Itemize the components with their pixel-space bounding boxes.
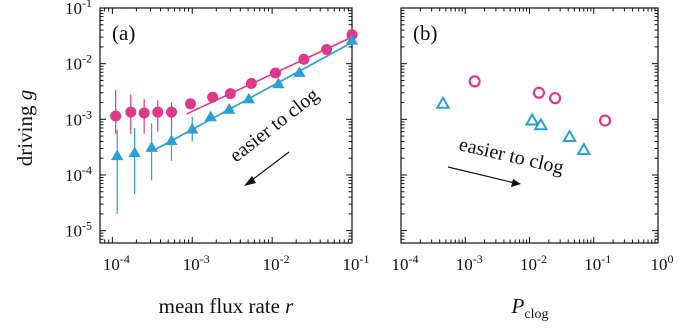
panel-b-frame [400, 7, 659, 244]
panel-a-y-tick-label: 10-4 [65, 163, 92, 185]
data-point-circle [298, 53, 310, 65]
data-point-triangle [145, 141, 158, 152]
data-point-triangle [128, 146, 141, 158]
panel-a: (a) 10-4 10-3 10-2 10-1 10-5 10-4 10-3 10-2 10-1… [65, 0, 370, 318]
panel-b-x-tick-label: 100 [651, 252, 674, 274]
data-point-circle [321, 43, 333, 55]
data-point-triangle [165, 134, 178, 146]
data-point-triangle [345, 34, 359, 45]
data-point-open-triangle [533, 117, 549, 131]
panel-b-x-tick-label: 10-2 [520, 252, 547, 274]
panel-a-arrow [247, 151, 290, 184]
data-point-open-triangle [576, 142, 592, 155]
data-point-circle [184, 98, 196, 110]
panel-b-annotation-text: easier to clog [457, 133, 566, 178]
data-point-circle [245, 78, 257, 90]
data-point-triangle [242, 92, 255, 104]
data-point-open-triangle [435, 95, 451, 109]
panel-a-x-axis-title: mean flux rate r [159, 294, 295, 318]
data-point-circle [125, 106, 137, 118]
panel-a-x-tick-label: 10-3 [183, 252, 210, 274]
panel-b-x-axis-title: Pclog [511, 294, 549, 322]
data-point-triangle [111, 149, 124, 161]
data-point-circle [207, 91, 219, 103]
panel-a-y-tick-label: 10-2 [65, 52, 92, 74]
panel-a-annotation: easier to clog [226, 84, 324, 186]
data-point-triangle [272, 77, 285, 89]
panel-a-x-tick-label: 10-2 [263, 252, 290, 274]
data-point-open-circle [532, 86, 545, 99]
panel-b-arrow [447, 166, 516, 184]
data-point-open-triangle [562, 129, 577, 142]
data-point-triangle [223, 103, 236, 114]
panel-b-x-tick-label: 10-3 [456, 252, 483, 274]
data-point-triangle [204, 110, 217, 122]
data-point-circle [166, 106, 178, 118]
data-point-circle [110, 110, 122, 122]
data-point-open-circle [468, 75, 481, 88]
data-point-circle [138, 107, 150, 119]
panel-b-arrowhead [511, 179, 521, 187]
panel-a-annotation-text: easier to clog [226, 84, 324, 167]
data-point-open-circle [548, 92, 562, 105]
data-point-circle [269, 67, 281, 79]
panel-a-x-tick-label: 10-4 [103, 252, 130, 274]
panel-a-arrowhead [244, 176, 256, 186]
panel-b-label: (b) [413, 21, 438, 45]
data-point-circle [152, 106, 164, 118]
panel-a-x-tick-label: 10-1 [343, 252, 370, 274]
panel-a-frame [99, 7, 353, 244]
panel-a-label: (a) [112, 21, 135, 45]
panel-b: (b) 10-4 10-3 10-2 10-1 100 easier to clog P… [392, 7, 674, 322]
panel-b-annotation: easier to clog [447, 133, 566, 187]
panel-b-x-tick-label: 10-1 [584, 252, 611, 274]
panel-a-y-tick-label: 10-3 [65, 107, 92, 129]
data-point-open-circle [598, 114, 612, 127]
panel-a-y-tick-label: 10-5 [65, 219, 92, 241]
data-point-triangle [186, 122, 199, 134]
y-axis-title: driving g [13, 90, 37, 166]
data-point-circle [224, 88, 236, 100]
panel-a-y-tick-label: 10-1 [65, 0, 92, 18]
data-point-open-triangle [524, 112, 540, 126]
panel-b-x-tick-label: 10-4 [392, 252, 419, 274]
data-point-triangle [293, 66, 306, 77]
